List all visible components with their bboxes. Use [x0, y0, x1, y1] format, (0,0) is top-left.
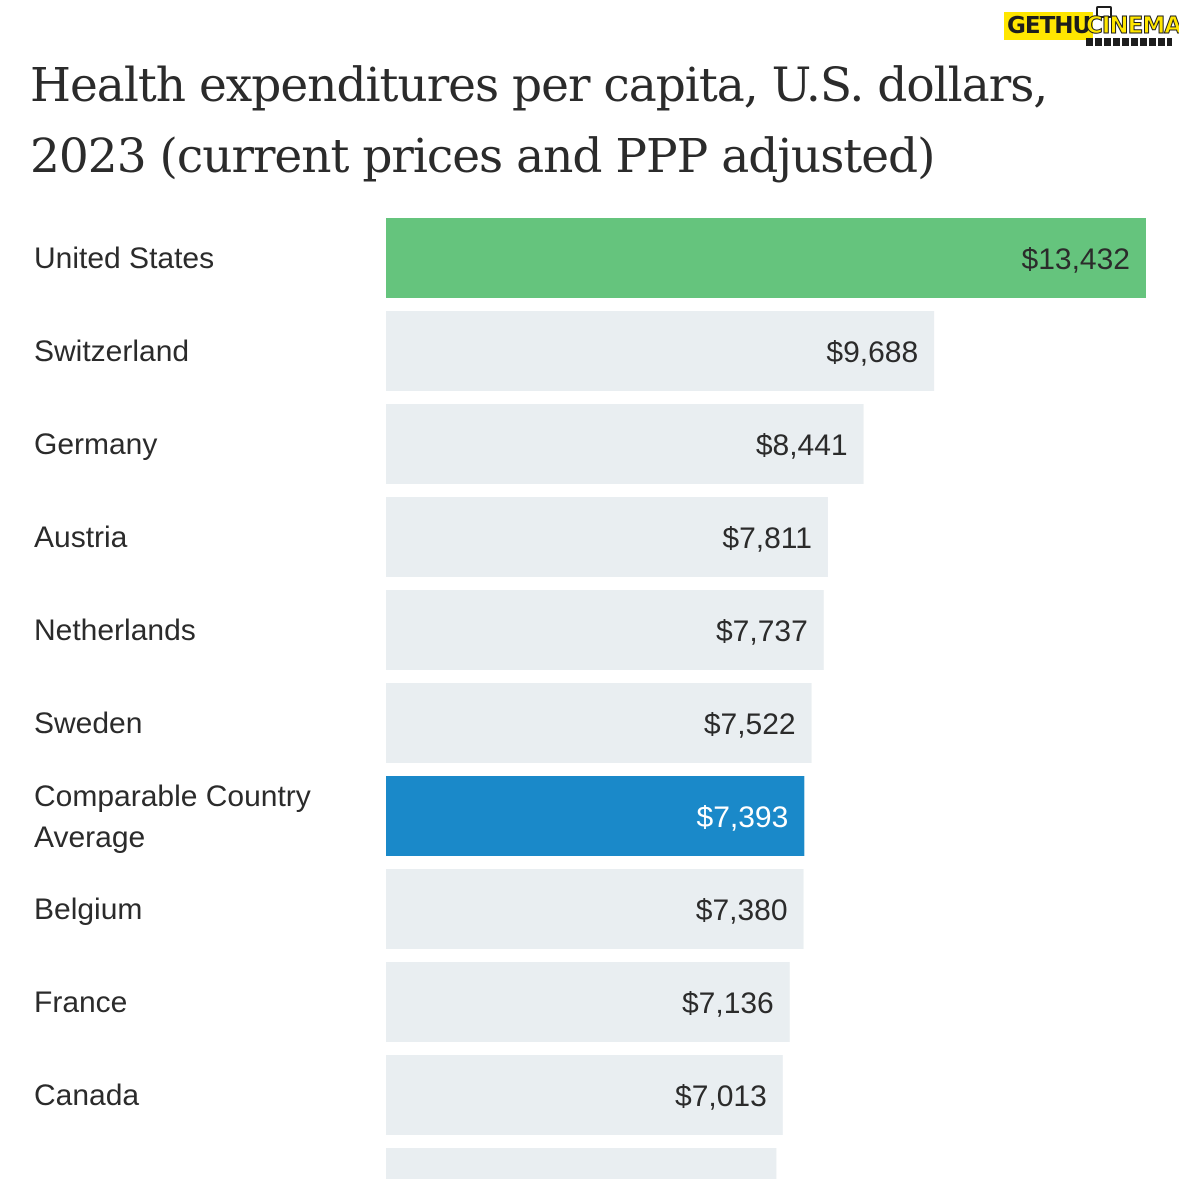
data-label: $7,136: [682, 987, 774, 1020]
bar-united-states: [386, 218, 1146, 298]
category-label: United States: [34, 242, 214, 275]
bar-sweden: [386, 683, 812, 763]
category-label: France: [34, 986, 127, 1019]
data-label: $7,380: [696, 894, 788, 927]
bar-switzerland: [386, 311, 935, 391]
bar-germany: [386, 404, 864, 484]
bar-canada: [386, 1055, 783, 1135]
bar-netherlands: [386, 590, 824, 670]
category-label: Netherlands: [34, 614, 196, 647]
data-label: $9,688: [826, 336, 918, 369]
bar-comparable-country-average: [386, 776, 805, 856]
data-label: $13,432: [1022, 243, 1130, 276]
bar-austria: [386, 497, 828, 577]
category-label: Switzerland: [34, 335, 189, 368]
watermark-logo: GETHU CINEMA: [1002, 6, 1179, 48]
watermark-right-text: CINEMA: [1085, 13, 1179, 40]
bar-row-10: [386, 1148, 777, 1179]
category-label: Belgium: [34, 893, 142, 926]
data-label: $7,811: [722, 522, 812, 555]
data-label: $8,441: [756, 429, 848, 462]
data-label: $7,013: [675, 1080, 767, 1113]
bar-france: [386, 962, 790, 1042]
category-label: Canada: [34, 1079, 139, 1112]
category-label: Germany: [34, 428, 157, 461]
category-label: Austria: [34, 521, 128, 554]
data-label: $7,393: [697, 801, 789, 834]
data-label: $7,522: [704, 708, 796, 741]
category-label: Sweden: [34, 707, 142, 740]
category-label: Comparable Country Average: [34, 780, 311, 854]
film-strip-icon: [1086, 38, 1172, 46]
chart-title: Health expenditures per capita, U.S. dol…: [30, 58, 1048, 184]
camera-icon: [1096, 6, 1112, 18]
bar-belgium: [386, 869, 804, 949]
data-label: $7,737: [716, 615, 808, 648]
watermark-left-text: GETHU: [1004, 12, 1094, 40]
